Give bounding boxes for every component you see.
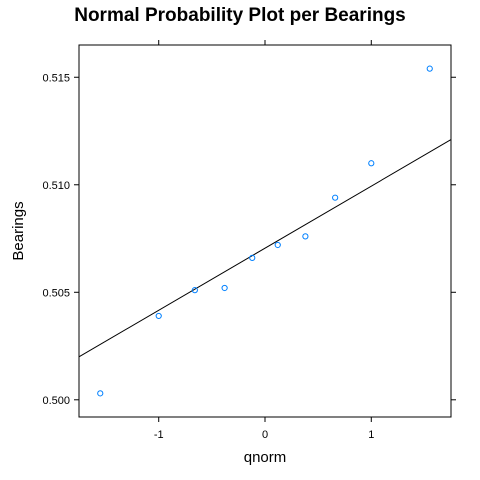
data-point	[249, 254, 256, 261]
y-tick-label: 0.505	[42, 287, 70, 299]
data-point	[274, 241, 281, 249]
x-axis: -1 0 1	[154, 40, 374, 441]
data-point	[97, 390, 104, 397]
reference-line	[78, 139, 452, 358]
y-tick-label: 0.500	[42, 395, 70, 407]
data-point	[426, 65, 433, 72]
data-point	[302, 233, 309, 240]
y-axis: 0.500 0.505 0.510 0.515	[42, 72, 456, 407]
x-tick-label: -1	[154, 429, 164, 441]
data-point	[221, 284, 228, 292]
chart-title: Normal Probability Plot per Bearings	[74, 5, 406, 26]
data-point	[332, 194, 339, 201]
data-point	[368, 160, 375, 167]
y-tick-label: 0.510	[42, 180, 70, 192]
x-tick-label: 0	[262, 429, 268, 441]
data-point	[191, 287, 198, 294]
data-point	[155, 312, 162, 320]
x-axis-label: qnorm	[244, 449, 287, 466]
plot-frame	[78, 44, 452, 418]
points-layer	[97, 65, 433, 397]
x-tick-label: 1	[368, 429, 374, 441]
y-tick-label: 0.515	[42, 72, 70, 84]
reference-line-layer	[78, 139, 452, 358]
y-axis-label: Bearings	[10, 201, 27, 260]
